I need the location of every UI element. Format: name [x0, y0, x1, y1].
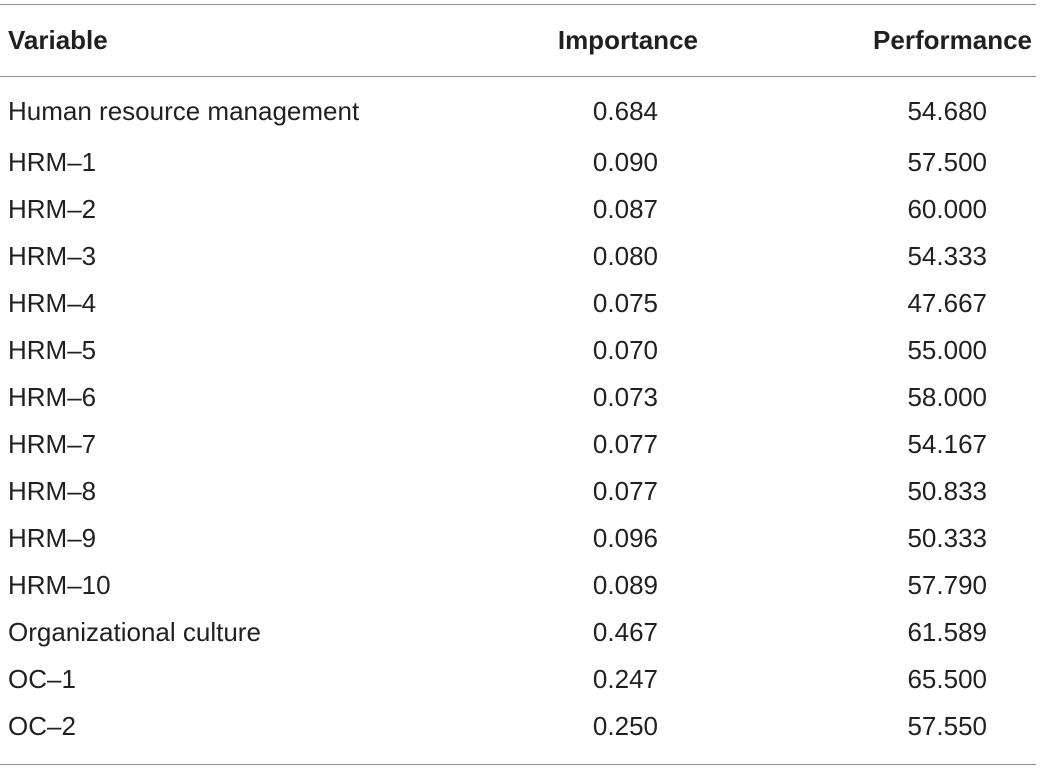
cell-importance: 0.087	[592, 194, 658, 224]
cell-importance: 0.080	[592, 241, 658, 271]
cell-performance: 65.500	[907, 664, 987, 694]
cell-importance: 0.077	[592, 429, 658, 459]
table-row: Organizational culture 0.467 61.589	[0, 609, 1036, 656]
cell-variable: Human resource management	[8, 96, 360, 126]
cell-performance: 57.550	[907, 711, 987, 741]
table-row: HRM–9 0.096 50.333	[0, 515, 1036, 562]
table-row: HRM–5 0.070 55.000	[0, 327, 1036, 374]
header-performance: Performance	[873, 24, 1032, 55]
cell-importance: 0.250	[592, 711, 658, 741]
cell-performance: 61.589	[907, 617, 987, 647]
cell-variable: HRM–3	[8, 241, 97, 271]
cell-performance: 60.000	[907, 194, 987, 224]
cell-importance: 0.077	[592, 476, 658, 506]
data-table: Variable Importance Performance Human re…	[0, 4, 1036, 750]
cell-variable: HRM–1	[8, 147, 97, 177]
cell-variable: OC–2	[8, 711, 76, 741]
cell-variable: HRM–7	[8, 429, 97, 459]
cell-importance: 0.247	[592, 664, 658, 694]
table-row: OC–1 0.247 65.500	[0, 656, 1036, 703]
cell-variable: HRM–8	[8, 476, 97, 506]
table-row: HRM–8 0.077 50.833	[0, 468, 1036, 515]
table-body: Human resource management 0.684 54.680 HRM–…	[0, 76, 1036, 750]
cell-importance: 0.096	[592, 523, 658, 553]
header-importance: Importance	[557, 24, 698, 55]
cell-performance: 50.333	[907, 523, 987, 553]
cell-performance: 54.680	[907, 96, 987, 126]
cell-performance: 54.333	[907, 241, 987, 271]
cell-importance: 0.090	[592, 147, 658, 177]
table-row: HRM–7 0.077 54.167	[0, 421, 1036, 468]
table-header: Variable Importance Performance	[0, 4, 1036, 76]
cell-variable: HRM–5	[8, 335, 97, 365]
cell-variable: OC–1	[8, 664, 76, 694]
cell-variable: HRM–9	[8, 523, 97, 553]
cell-importance: 0.089	[592, 570, 658, 600]
table-row: HRM–10 0.089 57.790	[0, 562, 1036, 609]
table-row: HRM–1 0.090 57.500	[0, 139, 1036, 186]
table-bottom-rule	[0, 764, 1036, 765]
cell-variable: HRM–10	[8, 570, 111, 600]
cell-importance: 0.073	[592, 382, 658, 412]
cell-variable: HRM–6	[8, 382, 97, 412]
table-row: OC–2 0.250 57.550	[0, 703, 1036, 750]
table-row: HRM–2 0.087 60.000	[0, 186, 1036, 233]
header-row: Variable Importance Performance	[0, 4, 1036, 76]
cell-variable: Organizational culture	[8, 617, 261, 647]
cell-importance: 0.075	[592, 288, 658, 318]
table-top-rule	[0, 4, 1036, 5]
table-row: HRM–3 0.080 54.333	[0, 233, 1036, 280]
cell-performance: 50.833	[907, 476, 987, 506]
cell-importance: 0.467	[592, 617, 658, 647]
cell-variable: HRM–4	[8, 288, 97, 318]
header-variable: Variable	[8, 24, 108, 55]
cell-importance: 0.070	[592, 335, 658, 365]
table-row: HRM–6 0.073 58.000	[0, 374, 1036, 421]
cell-performance: 54.167	[907, 429, 987, 459]
cell-variable: HRM–2	[8, 194, 97, 224]
cell-performance: 58.000	[907, 382, 987, 412]
table-row: Human resource management 0.684 54.680	[0, 76, 1036, 139]
cell-performance: 55.000	[907, 335, 987, 365]
table-row: HRM–4 0.075 47.667	[0, 280, 1036, 327]
cell-importance: 0.684	[592, 96, 658, 126]
table-header-rule	[0, 76, 1036, 77]
cell-performance: 57.500	[907, 147, 987, 177]
cell-performance: 47.667	[907, 288, 987, 318]
cell-performance: 57.790	[907, 570, 987, 600]
